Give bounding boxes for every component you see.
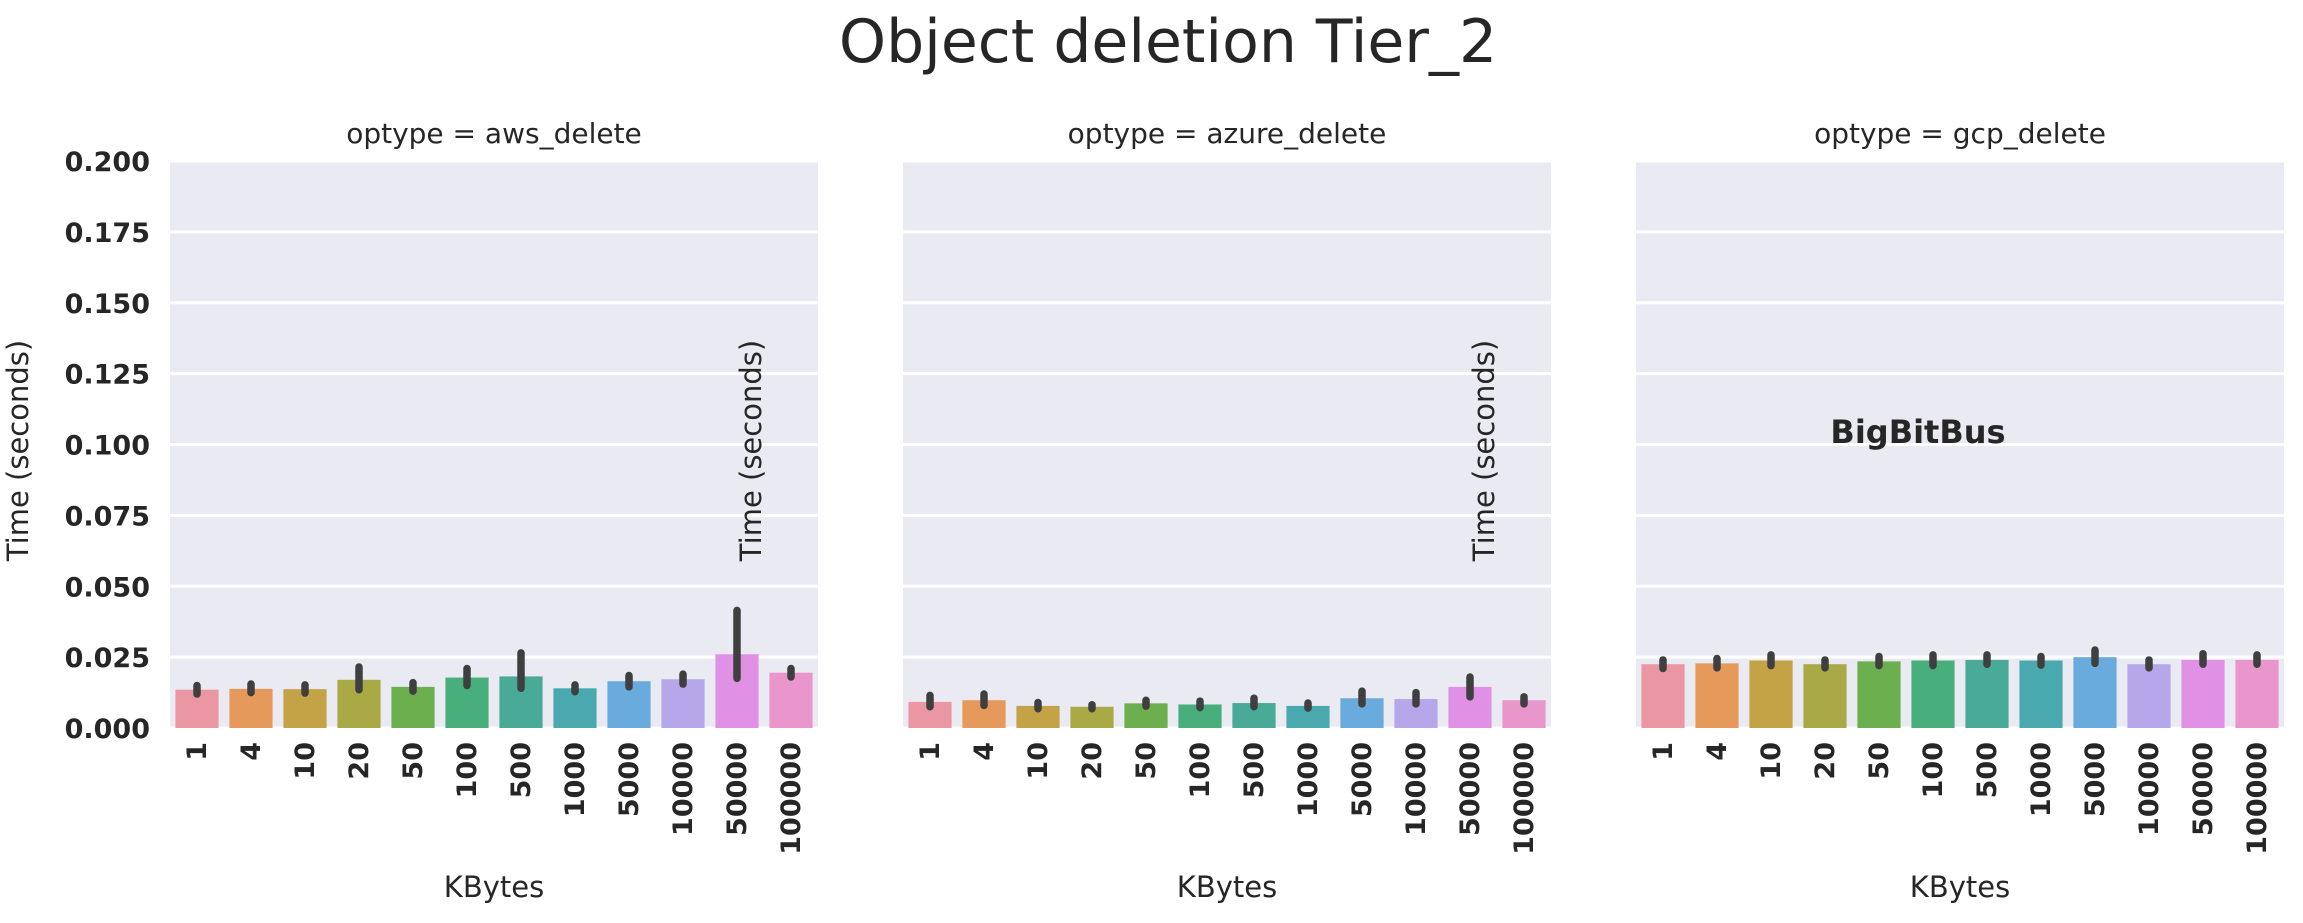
bar <box>1965 659 2009 728</box>
x-tick-label: 10 <box>1023 742 1054 780</box>
x-axis-label: KBytes <box>1177 870 1277 904</box>
x-axis-label: KBytes <box>444 870 544 904</box>
panel-title: optype = azure_delete <box>1068 117 1387 150</box>
x-tick-label: 100 <box>452 742 483 798</box>
y-tick-label: 0.175 <box>65 218 150 249</box>
x-tick-label: 20 <box>1077 742 1108 780</box>
x-tick-label: 100000 <box>776 742 807 855</box>
bar <box>2073 657 2117 728</box>
bar <box>769 672 813 728</box>
chart-title: Object deletion Tier_2 <box>839 7 1497 77</box>
x-tick-label: 50 <box>1131 742 1162 780</box>
x-tick-label: 4 <box>236 742 267 761</box>
panel-0: 0.000 0.025 0.050 0.075 0.100 0.125 0.150 0.175… <box>1 117 818 904</box>
y-axis-label: Time (seconds) <box>1467 340 1501 562</box>
y-tick-label: 0.075 <box>65 501 150 532</box>
x-axis-label: KBytes <box>1910 870 2010 904</box>
bar <box>1749 660 1793 728</box>
x-tick-label: 10000 <box>668 742 699 836</box>
bar <box>1070 706 1114 728</box>
y-tick-label: 0.025 <box>65 643 150 674</box>
x-tick-label: 50000 <box>1455 742 1486 836</box>
watermark-text: BigBitBus <box>1830 413 2005 451</box>
x-tick-label: 1 <box>915 742 946 761</box>
bar <box>2181 659 2225 728</box>
facet-panels: 0.000 0.025 0.050 0.075 0.100 0.125 0.150 0.175… <box>1 117 2284 904</box>
x-tick-label: 500 <box>1239 742 1270 798</box>
bar <box>1695 663 1739 728</box>
y-tick-label: 0.100 <box>65 431 150 462</box>
x-tick-label: 20 <box>1810 742 1841 780</box>
x-tick-label: 500 <box>506 742 537 798</box>
x-tick-label: 50000 <box>2188 742 2219 836</box>
y-tick-label: 0.200 <box>65 147 150 178</box>
x-tick-label: 100000 <box>2242 742 2273 855</box>
x-tick-label: 5000 <box>1347 742 1378 817</box>
x-tick-label: 1000 <box>1293 742 1324 817</box>
y-tick-label: 0.000 <box>65 714 150 745</box>
x-tick-label: 100000 <box>1509 742 1540 855</box>
x-tick-label: 4 <box>969 742 1000 761</box>
bar <box>1911 660 1955 728</box>
bar <box>1803 664 1847 728</box>
y-axis-label: Time (seconds) <box>1 340 35 562</box>
panel-title: optype = aws_delete <box>346 117 642 150</box>
x-tick-label: 5000 <box>614 742 645 817</box>
x-tick-label: 1 <box>1648 742 1679 761</box>
bar <box>1016 705 1060 728</box>
x-tick-label: 4 <box>1702 742 1733 761</box>
y-axis-label: Time (seconds) <box>734 340 768 562</box>
bar <box>1857 661 1901 728</box>
bar <box>2235 659 2279 728</box>
x-tick-label: 500 <box>1972 742 2003 798</box>
x-tick-label: 50 <box>1864 742 1895 780</box>
x-tick-label: 10000 <box>2134 742 2165 836</box>
panel-title: optype = gcp_delete <box>1814 117 2106 150</box>
x-tick-label: 1000 <box>2026 742 2057 817</box>
x-tick-label: 20 <box>344 742 375 780</box>
panel-2: optype = gcp_delete Time (seconds) KBytes 1… <box>1467 117 2284 904</box>
x-tick-label: 10 <box>1756 742 1787 780</box>
bar <box>1178 704 1222 728</box>
x-tick-label: 1000 <box>560 742 591 817</box>
bar <box>2019 660 2063 728</box>
y-tick-label: 0.125 <box>65 360 150 391</box>
x-tick-label: 1 <box>182 742 213 761</box>
y-tick-label: 0.150 <box>65 289 150 320</box>
x-tick-label: 100 <box>1185 742 1216 798</box>
bar <box>1286 705 1330 728</box>
x-tick-label: 10000 <box>1401 742 1432 836</box>
x-tick-label: 50000 <box>722 742 753 836</box>
bar <box>2127 664 2171 728</box>
panel-1: optype = azure_delete Time (seconds) KByte… <box>734 117 1551 904</box>
x-tick-label: 10 <box>290 742 321 780</box>
y-tick-label: 0.050 <box>65 572 150 603</box>
bar <box>1641 664 1685 728</box>
x-tick-label: 50 <box>398 742 429 780</box>
x-tick-label: 5000 <box>2080 742 2111 817</box>
x-tick-label: 100 <box>1918 742 1949 798</box>
